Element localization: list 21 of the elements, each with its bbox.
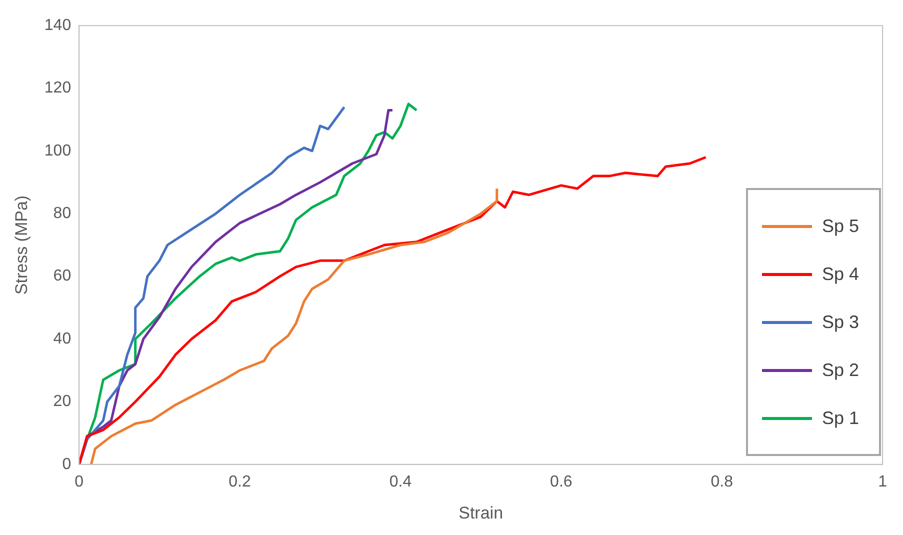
x-tick-label: 0.2 bbox=[228, 473, 252, 490]
legend-label: Sp 4 bbox=[822, 264, 859, 284]
x-tick-label: 0.8 bbox=[710, 473, 734, 490]
y-tick-label: 80 bbox=[53, 205, 72, 222]
x-tick-label: 0 bbox=[74, 473, 84, 490]
y-axis-title: Stress (MPa) bbox=[12, 195, 31, 295]
x-axis-title: Strain bbox=[458, 503, 504, 522]
y-tick-label: 120 bbox=[44, 80, 72, 97]
legend-label: Sp 2 bbox=[822, 360, 859, 380]
x-tick-label: 0.6 bbox=[550, 473, 572, 490]
x-tick-label: 0.4 bbox=[389, 473, 412, 490]
legend-label: Sp 1 bbox=[822, 408, 859, 428]
y-tick-label: 60 bbox=[53, 268, 72, 285]
y-tick-label: 20 bbox=[53, 393, 72, 410]
legend-label: Sp 5 bbox=[822, 216, 859, 236]
y-tick-label: 0 bbox=[62, 456, 72, 473]
y-tick-label: 40 bbox=[53, 330, 72, 348]
y-tick-label: 100 bbox=[44, 142, 72, 160]
x-tick-label: 1 bbox=[878, 473, 888, 490]
legend-label: Sp 3 bbox=[822, 312, 859, 332]
y-tick-label: 140 bbox=[44, 17, 72, 34]
